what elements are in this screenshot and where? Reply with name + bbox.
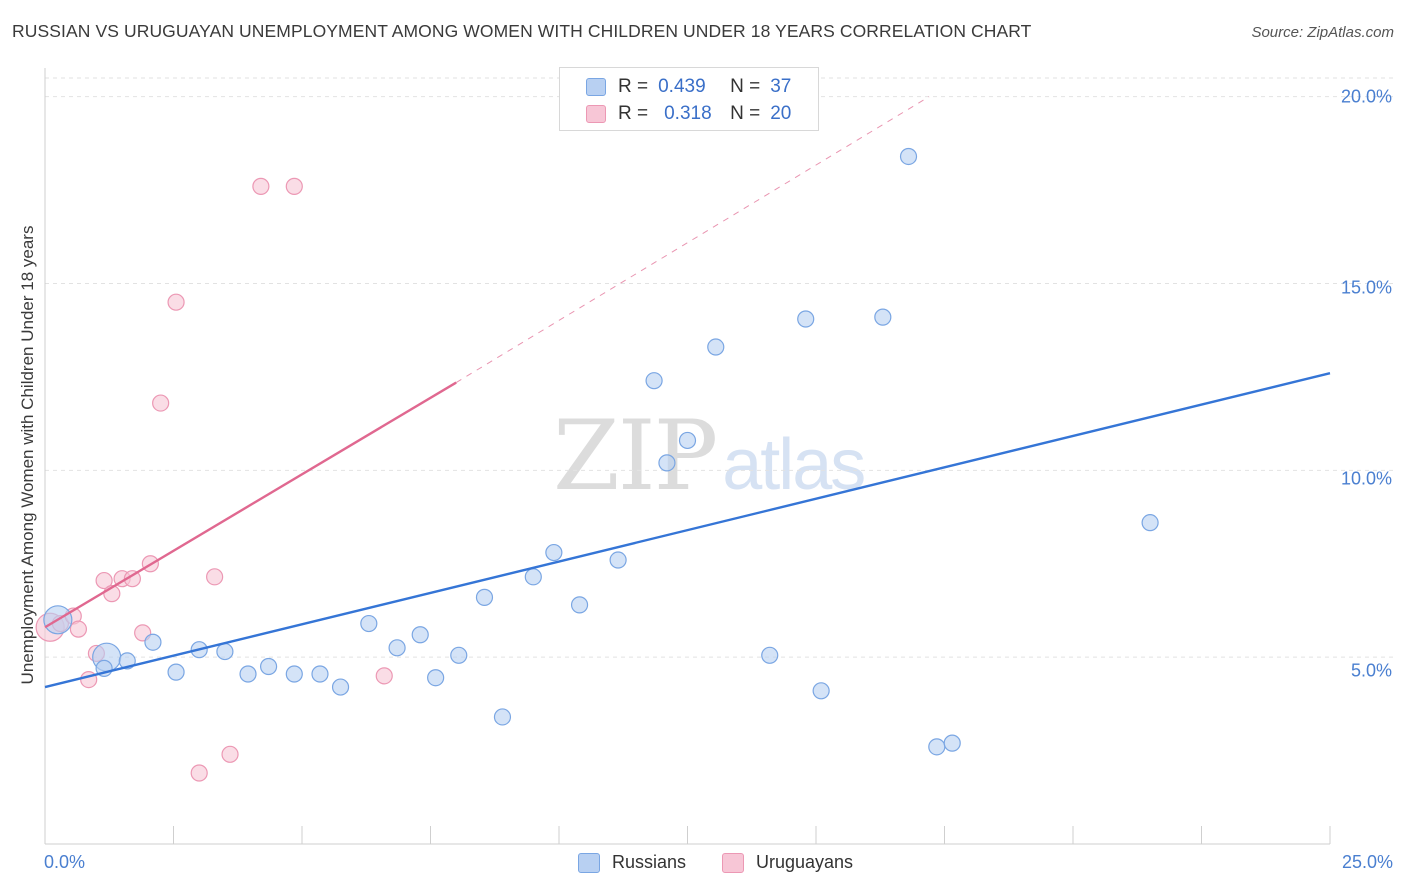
watermark: ZIPatlas: [553, 400, 866, 512]
legend-russians-label: Russians: [612, 852, 687, 872]
russians-point-33: [899, 147, 918, 166]
x-tick-label-max: 25.0%: [1341, 852, 1393, 872]
stats-legend: R = 0.439 N = 37 R = 0.318 N = 20: [559, 67, 819, 131]
russians-point-17: [450, 646, 468, 664]
russians-n-value: 37: [770, 76, 792, 97]
legend-russians-swatch: [578, 852, 600, 873]
x-tick-label-min: 0.0%: [44, 852, 86, 872]
russians-point-34: [928, 738, 946, 756]
russians-point-27: [678, 431, 697, 450]
russians-point-7: [216, 642, 234, 661]
russians-point-5: [167, 663, 185, 681]
russians-point-19: [493, 708, 512, 726]
uruguayans-point-15: [206, 568, 224, 586]
legend-uruguayans-swatch: [722, 852, 744, 873]
russians-point-29: [761, 646, 779, 664]
russians-trend-line: [44, 372, 1331, 689]
series-legend: Russians Uruguayans: [0, 852, 1406, 878]
russians-point-14: [388, 639, 406, 657]
uruguayans-point-19: [375, 667, 393, 685]
legend-item-russians[interactable]: Russians: [578, 852, 686, 873]
y-tick-label-15: 15.0%: [1340, 277, 1392, 298]
russians-point-9: [259, 657, 278, 676]
russians-point-4: [144, 633, 162, 651]
russians-point-20: [524, 568, 542, 586]
y-axis-label: Unemployment Among Women with Children U…: [18, 225, 37, 685]
source-label: Source: ZipAtlas.com: [1251, 24, 1394, 41]
russians-point-12: [331, 678, 350, 696]
russians-point-31: [812, 682, 830, 700]
russians-point-25: [645, 372, 663, 390]
russians-point-23: [609, 551, 627, 569]
russians-point-30: [797, 310, 815, 328]
russians-point-35: [943, 734, 961, 752]
watermark-zip: ZIP: [553, 400, 718, 512]
russians-point-26: [658, 454, 676, 472]
russians-point-10: [285, 665, 303, 683]
legend-row-russians: R = 0.439 N = 37: [586, 75, 791, 99]
uruguayans-point-13: [167, 293, 185, 311]
russians-n-label: N =: [730, 76, 761, 97]
russians-point-28: [707, 338, 725, 356]
legend-row-uruguayans: R = 0.318 N = 20: [586, 102, 791, 126]
uruguayans-point-16: [221, 745, 239, 763]
uruguayans-r-label: R =: [618, 103, 649, 124]
uruguayans-n-value: 20: [770, 103, 792, 124]
russians-point-22: [570, 596, 589, 614]
y-tick-label-10: 10.0%: [1340, 468, 1392, 489]
russians-point-36: [1141, 514, 1159, 532]
russians-point-13: [360, 614, 378, 633]
uruguayans-n-label: N =: [730, 103, 761, 124]
russians-point-11: [311, 665, 329, 683]
uruguayans-point-6: [95, 571, 113, 590]
russians-point-18: [475, 588, 494, 606]
uruguayans-point-3: [69, 620, 88, 638]
uruguayans-point-17: [252, 177, 270, 195]
russians-point-32: [874, 308, 892, 326]
uruguayans-r-value: 0.318: [664, 103, 712, 124]
uruguayans-point-12: [152, 394, 170, 412]
chart-title: RUSSIAN VS URUGUAYAN UNEMPLOYMENT AMONG …: [12, 21, 1032, 41]
russians-point-16: [427, 669, 445, 687]
uruguayans-point-14: [190, 764, 208, 782]
uruguayans-point-18: [285, 177, 303, 195]
legend-item-uruguayans[interactable]: Uruguayans: [722, 852, 853, 873]
legend-uruguayans-label: Uruguayans: [756, 852, 854, 872]
russians-r-label: R =: [618, 76, 649, 97]
russians-point-15: [411, 626, 429, 644]
russians-point-21: [545, 543, 563, 562]
russians-swatch: [586, 78, 606, 96]
y-tick-label-20: 20.0%: [1340, 86, 1392, 107]
uruguayans-trend-line: [44, 381, 457, 629]
russians-point-8: [239, 665, 257, 683]
y-tick-label-5: 5.0%: [1350, 660, 1392, 681]
russians-r-value: 0.439: [658, 76, 706, 97]
uruguayans-swatch: [586, 105, 606, 123]
uruguayans-trend-extension: [455, 96, 930, 383]
